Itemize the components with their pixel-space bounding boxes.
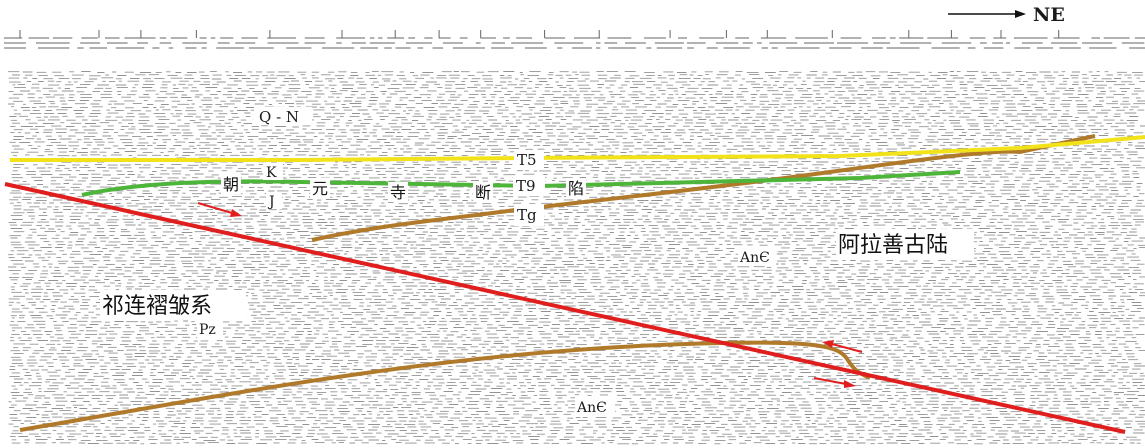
direction-label: NE: [1033, 4, 1065, 26]
direction-indicator: NE: [948, 4, 1065, 26]
depression-char-5: 陷: [568, 179, 584, 198]
horizon-label-tg: Tg: [517, 206, 537, 224]
trace-header: [4, 30, 1145, 49]
region-label-alashan: 阿拉善古陆: [838, 233, 948, 258]
depression-char-2: 元: [312, 179, 328, 198]
direction-arrow-head: [1015, 10, 1026, 18]
seismic-texture: [8, 70, 1145, 445]
unit-label-qn: Q - N: [259, 108, 299, 126]
t9-horizon-line: [81, 170, 961, 197]
depression-char-4: 断: [475, 183, 491, 202]
tg-horizon-line: [311, 134, 1096, 242]
fault-arrow-upper: [197, 202, 242, 217]
unit-label-an-upper: AnЄ: [739, 250, 770, 266]
unit-label-an-lower: AnЄ: [576, 400, 607, 416]
unit-label-j: J: [267, 194, 275, 210]
fault-arrow-lower: [813, 377, 856, 388]
horizon-label-t5: T5: [517, 151, 537, 169]
horizon-label-t9: T9: [516, 177, 536, 195]
depression-char-1: 朝: [223, 175, 239, 194]
t5-horizon-line: [10, 135, 1145, 162]
unit-label-k: K: [266, 165, 277, 181]
unit-label-pz: Pz: [199, 322, 216, 338]
basement-horizon-line: [19, 340, 871, 432]
region-label-qilian: 祁连褶皱系: [102, 294, 212, 319]
depression-char-3: 寺: [390, 183, 406, 202]
main-fault-line: [4, 182, 1126, 434]
fault-arrow-mid: [822, 340, 863, 353]
